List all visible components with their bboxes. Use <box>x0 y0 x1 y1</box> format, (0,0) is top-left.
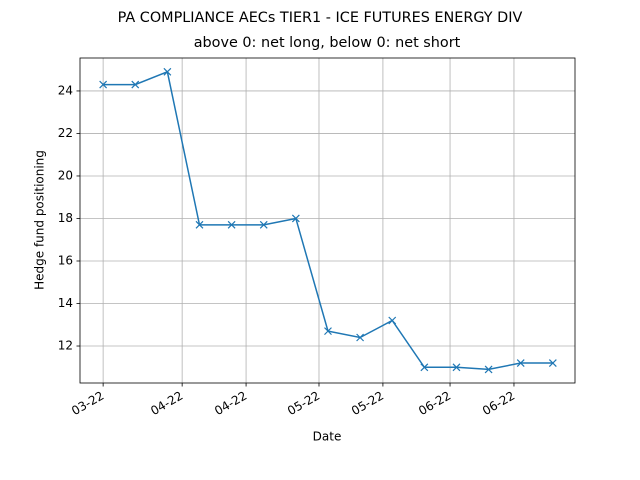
x-tick-label: 06-22 <box>416 389 453 419</box>
x-tick-label: 05-22 <box>285 389 322 419</box>
data-point <box>195 220 204 229</box>
data-point <box>548 359 557 367</box>
x-tick-label: 04-22 <box>212 389 249 419</box>
x-tick-label: 03-22 <box>69 389 106 419</box>
y-tick-label: 12 <box>58 339 73 353</box>
data-point <box>227 220 236 229</box>
x-tick-label: 04-22 <box>148 389 185 419</box>
data-point <box>452 363 461 372</box>
data-point <box>388 316 397 325</box>
y-axis-label: Hedge fund positioning <box>33 150 47 290</box>
y-tick-label: 16 <box>58 253 73 267</box>
chart-title: PA COMPLIANCE AECs TIER1 - ICE FUTURES E… <box>118 10 523 26</box>
data-point <box>99 80 108 89</box>
y-tick-label: 14 <box>58 296 73 310</box>
plot-frame <box>79 57 576 384</box>
x-axis-label: Date <box>313 430 342 444</box>
data-point <box>291 214 300 223</box>
y-tick-label: 20 <box>58 168 73 182</box>
data-point <box>356 333 365 342</box>
y-tick-label: 22 <box>58 126 73 140</box>
data-point <box>516 359 525 367</box>
data-point <box>131 80 140 89</box>
y-tick-label: 18 <box>58 211 73 225</box>
data-point <box>420 363 429 372</box>
x-tick-label: 05-22 <box>349 389 386 419</box>
data-point <box>163 67 172 76</box>
data-point <box>484 365 493 374</box>
y-tick-label: 24 <box>58 83 73 97</box>
data-line <box>103 70 553 371</box>
x-tick-label: 06-22 <box>480 389 517 419</box>
data-point <box>324 327 332 336</box>
chart-subtitle: above 0: net long, below 0: net short <box>194 35 461 51</box>
data-point <box>259 220 268 229</box>
